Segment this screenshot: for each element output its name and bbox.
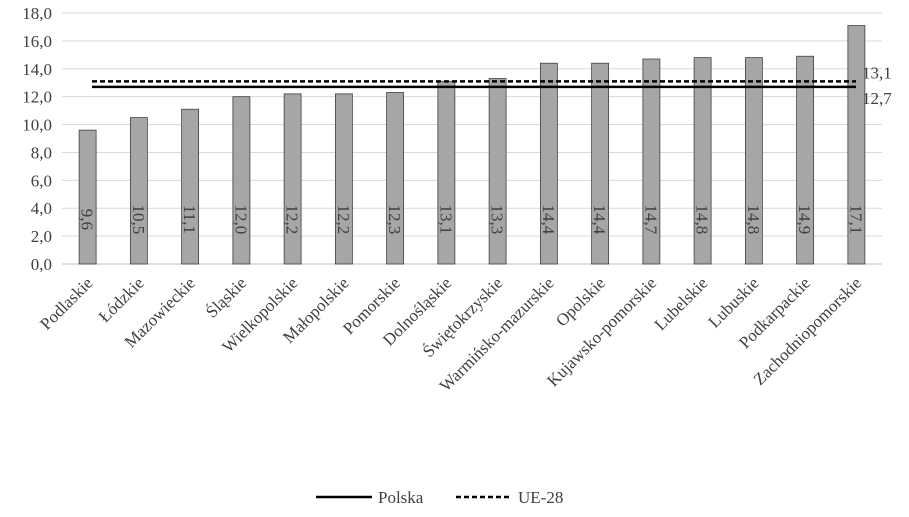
data-label: 14,8 (693, 205, 712, 235)
bars: 9,6 10,5 11,1 12,0 12,2 12,2 12,3 13,1 13,3 14,4 1… (78, 25, 866, 265)
data-label: 12,0 (231, 205, 250, 235)
bar (129, 117, 148, 265)
legend-label-polska: Polska (378, 488, 424, 507)
data-label: 11,1 (180, 205, 199, 234)
bar (488, 78, 507, 265)
y-tick-label: 10,0 (22, 116, 52, 135)
y-tick-label: 0,0 (31, 255, 52, 274)
data-label: 14,8 (744, 205, 763, 235)
y-tick-label: 14,0 (22, 60, 52, 79)
bar (539, 62, 558, 265)
reference-label: 12,7 (862, 89, 892, 108)
reference-lines: 12,7 13,1 (92, 63, 892, 108)
bar (693, 57, 712, 265)
y-tick-label: 2,0 (31, 227, 52, 246)
data-label: 14,4 (590, 205, 609, 235)
reference-label: 13,1 (862, 63, 892, 82)
data-label: 10,5 (129, 205, 148, 235)
bar (334, 93, 353, 265)
data-label: 12,2 (283, 205, 302, 235)
y-tick-label: 6,0 (31, 171, 52, 190)
bar (181, 108, 200, 265)
category-label: Podlaskie (36, 273, 96, 333)
data-label: 9,6 (78, 209, 97, 230)
bar (78, 129, 97, 265)
legend-label-ue28: UE-28 (518, 488, 563, 507)
data-label: 13,3 (488, 205, 507, 235)
category-label: Lubelskie (651, 273, 712, 334)
bar (642, 58, 661, 265)
category-label: Śląskie (202, 273, 250, 321)
y-tick-label: 8,0 (31, 143, 52, 162)
y-tick-label: 16,0 (22, 32, 52, 51)
y-axis-ticks: 0,0 2,0 4,0 6,0 8,0 10,0 12,0 14,0 16,0 18,0 (22, 4, 52, 274)
data-label: 14,7 (641, 205, 660, 235)
bar (386, 92, 405, 265)
data-label: 17,1 (846, 205, 865, 235)
bar (232, 96, 251, 265)
data-label: 14,4 (539, 205, 558, 235)
data-label: 14,9 (795, 205, 814, 235)
data-label: 13,1 (436, 205, 455, 235)
y-tick-label: 4,0 (31, 199, 52, 218)
y-tick-label: 12,0 (22, 88, 52, 107)
bar (744, 57, 763, 265)
data-label: 12,2 (334, 205, 353, 235)
data-label: 12,3 (385, 205, 404, 235)
bar (283, 93, 302, 265)
bar (796, 55, 815, 265)
bar (847, 25, 866, 265)
bar (437, 80, 456, 265)
legend: Polska UE-28 (316, 488, 563, 507)
bar (591, 62, 610, 265)
y-tick-label: 18,0 (22, 4, 52, 23)
